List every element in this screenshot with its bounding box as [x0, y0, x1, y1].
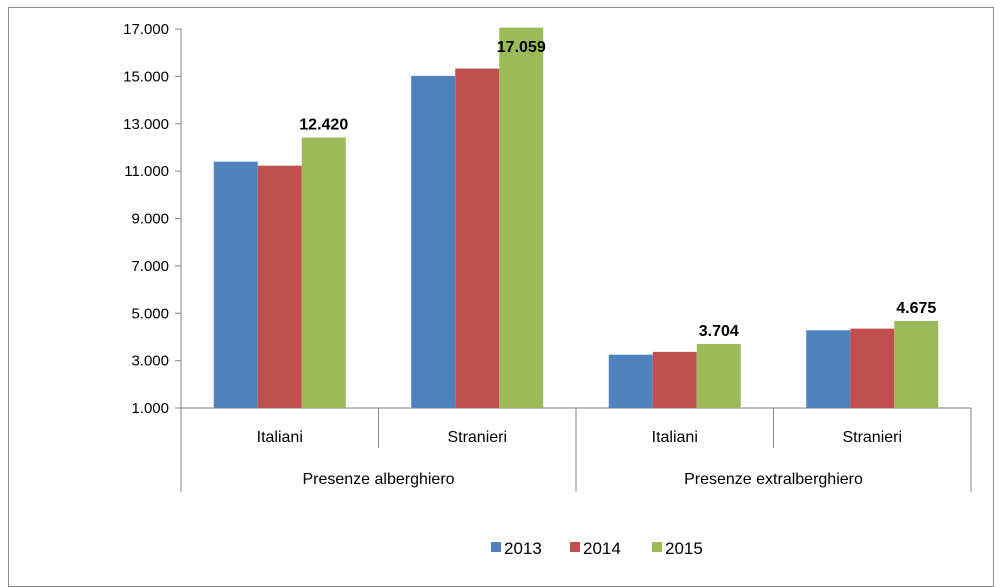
bar-2014-3 — [652, 351, 697, 408]
y-tick-label: 7.000 — [131, 258, 169, 275]
bar-2015-2 — [499, 27, 544, 408]
x-category-label: Italiani — [257, 429, 303, 446]
y-tick-label: 17.000 — [123, 21, 169, 38]
data-label: 17.059 — [497, 39, 546, 56]
bar-2013-3 — [608, 354, 653, 408]
legend-label: 2014 — [583, 539, 621, 558]
data-label: 12.420 — [299, 116, 348, 133]
bar-2015-4 — [894, 320, 939, 408]
y-tick-label: 5.000 — [131, 305, 169, 322]
bar-2014-4 — [850, 328, 895, 408]
bar-2015-1 — [301, 137, 346, 408]
legend-swatch-2015 — [652, 542, 662, 552]
bar-2013-1 — [213, 161, 258, 408]
y-tick-label: 3.000 — [131, 353, 169, 370]
bar-2013-4 — [806, 330, 851, 408]
chart-svg: 1.000 3.000 5.000 7.000 9.000 11.000 13.000 15.… — [123, 21, 972, 558]
bar-2014-2 — [455, 68, 500, 408]
y-tick-label: 15.000 — [123, 68, 169, 85]
bar-2013-2 — [411, 75, 456, 409]
x-group-label: Presenze extralberghiero — [684, 471, 863, 488]
y-tick-label: 13.000 — [123, 116, 169, 133]
y-tick-label: 9.000 — [131, 211, 169, 228]
data-label: 4.675 — [896, 300, 936, 317]
bar-2014-1 — [257, 165, 302, 408]
y-tick-label: 11.000 — [124, 163, 169, 180]
y-tick-label: 1.000 — [131, 400, 169, 417]
x-category-label: Stranieri — [842, 429, 902, 446]
legend-swatch-2014 — [570, 542, 580, 552]
x-category-label: Stranieri — [447, 429, 507, 446]
x-group-label: Presenze alberghiero — [302, 471, 454, 488]
legend-label: 2015 — [665, 539, 703, 558]
legend-swatch-2013 — [491, 542, 501, 552]
chart: 1.000 3.000 5.000 7.000 9.000 11.000 13.000 15.… — [8, 7, 994, 587]
legend-label: 2013 — [504, 539, 542, 558]
data-label: 3.704 — [699, 323, 739, 340]
bar-2015-3 — [696, 343, 741, 408]
x-category-label: Italiani — [652, 429, 698, 446]
